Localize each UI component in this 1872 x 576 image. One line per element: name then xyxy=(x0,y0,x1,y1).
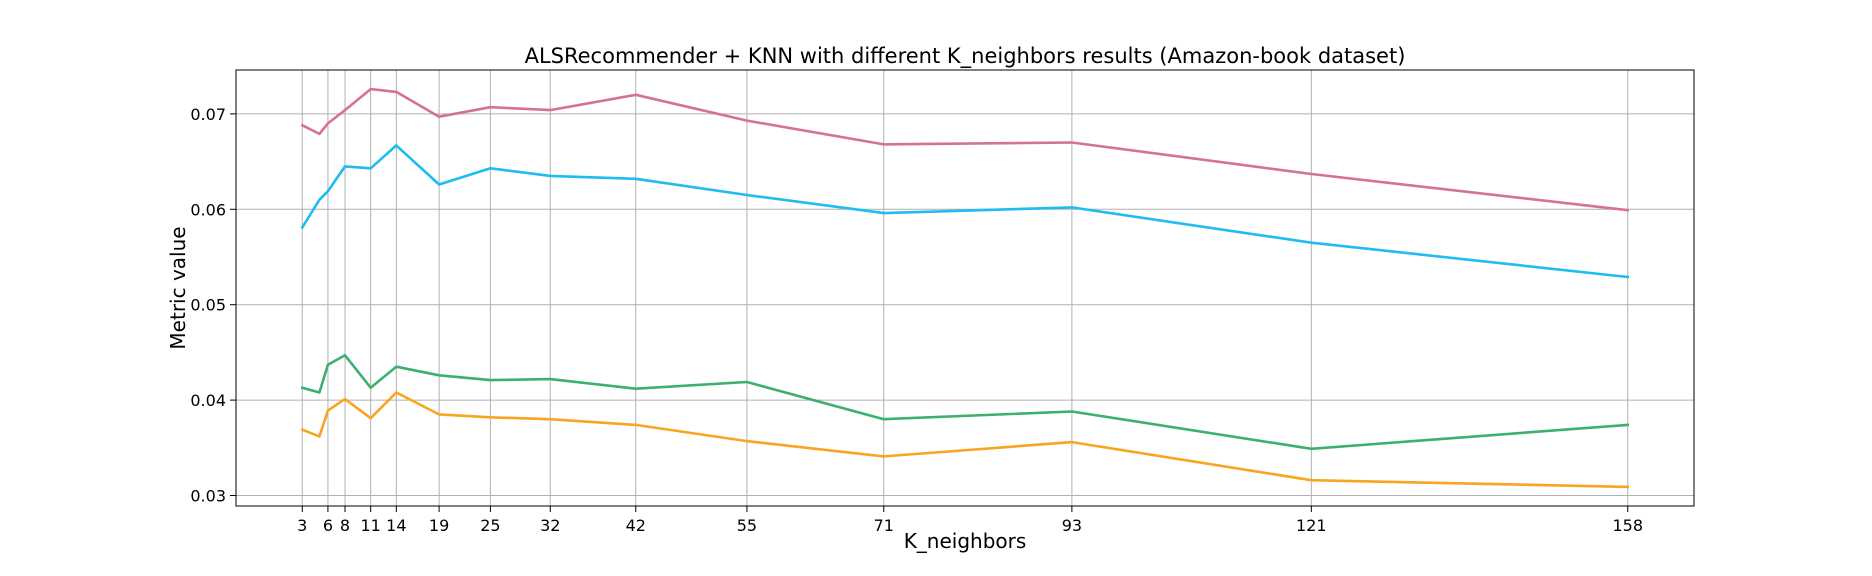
y-tick-label: 0.06 xyxy=(190,200,226,219)
y-axis-label: Metric value xyxy=(166,226,190,349)
x-tick-label: 71 xyxy=(874,516,894,535)
x-tick-label: 11 xyxy=(361,516,381,535)
series-line-1 xyxy=(300,87,1630,212)
x-tick-label: 25 xyxy=(480,516,500,535)
y-tick-label: 0.04 xyxy=(190,391,226,410)
series-line-3 xyxy=(300,353,1630,451)
x-tick-label: 158 xyxy=(1612,516,1643,535)
y-tick-label: 0.07 xyxy=(190,105,226,124)
x-tick-label: 14 xyxy=(386,516,406,535)
y-axis-ticks: 0.03 0.04 0.05 0.06 0.07 xyxy=(190,105,236,506)
x-tick-label: 121 xyxy=(1296,516,1327,535)
series-line-4 xyxy=(300,391,1630,489)
x-tick-label: 32 xyxy=(540,516,560,535)
x-tick-label: 8 xyxy=(340,516,350,535)
x-tick-label: 3 xyxy=(297,516,307,535)
y-tick-label: 0.03 xyxy=(190,487,226,506)
x-tick-label: 19 xyxy=(429,516,449,535)
x-axis-ticks: 3 6 8 11 14 19 25 32 42 55 71 93 121 158 xyxy=(297,506,1643,535)
series-line-2 xyxy=(300,144,1630,279)
chart-title: ALSRecommender + KNN with different K_ne… xyxy=(525,44,1406,69)
y-tick-label: 0.05 xyxy=(190,296,226,315)
x-axis-label: K_neighbors xyxy=(904,529,1027,553)
plot-area-frame xyxy=(235,69,1695,507)
x-tick-label: 6 xyxy=(323,516,333,535)
x-tick-label: 93 xyxy=(1062,516,1082,535)
x-tick-label: 55 xyxy=(737,516,757,535)
series-lines xyxy=(300,87,1630,489)
grid-lines xyxy=(236,70,1694,506)
x-tick-label: 42 xyxy=(626,516,646,535)
